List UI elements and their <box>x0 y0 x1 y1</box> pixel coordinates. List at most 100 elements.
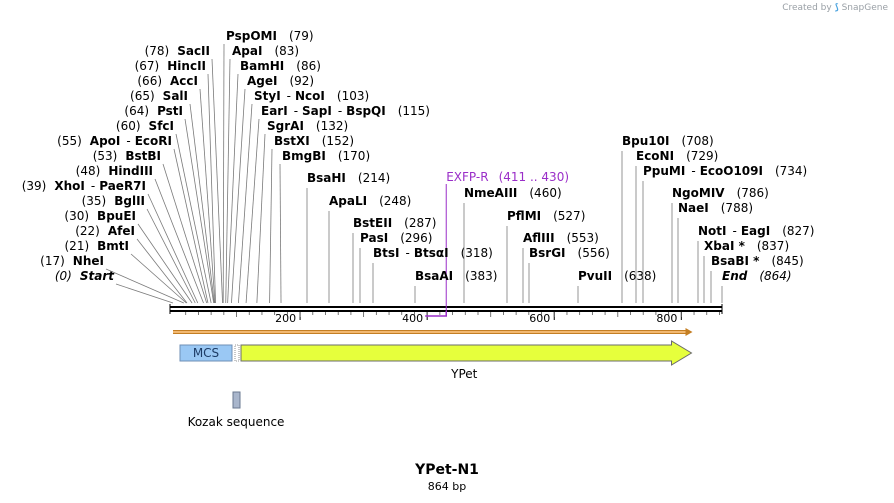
site-position: (827) <box>782 224 814 238</box>
site-label: ApaI (83) <box>232 44 299 58</box>
site-bamhi: BamHI (86) <box>227 59 321 304</box>
site-position: (55) <box>57 134 82 148</box>
site-separator: - <box>294 104 298 118</box>
site-bpuei: (30) BpuEI <box>64 209 193 304</box>
site-position: (53) <box>93 149 118 163</box>
site-econi: EcoNI (729) <box>635 149 718 303</box>
site-enzyme-name-3: BspQI <box>346 104 386 118</box>
site-label: BamHI (86) <box>240 59 321 73</box>
site-separator: - <box>691 164 695 178</box>
site-position: (132) <box>316 119 348 133</box>
site-enzyme-name-2: SapI <box>302 104 332 118</box>
site-position: (287) <box>404 216 436 230</box>
site-enzyme-name: NheI <box>73 254 104 268</box>
site-label: BstEII (287) <box>353 216 436 230</box>
site-enzyme-name: HindIII <box>108 164 153 178</box>
snapgene-brand: Created by ⟆ SnapGene <box>782 3 888 13</box>
site-leader <box>207 73 216 304</box>
feature-ypet-label: YPet <box>450 367 478 381</box>
site-position: (553) <box>567 231 599 245</box>
ruler-ticks: 200 400 600 800 <box>185 312 720 325</box>
site-pflmi: PflMI (527) <box>506 209 585 303</box>
site-leader <box>238 103 253 304</box>
site-enzyme-name-2: BtsαI <box>414 246 449 260</box>
site-position: (296) <box>400 231 432 245</box>
site-agei: AgeI (92) <box>231 74 314 304</box>
site-enzyme-name: BtsI <box>373 246 400 260</box>
site-enzyme-name: BsaAI <box>415 269 453 283</box>
site-ngomiv: NgoMIV (786) <box>671 186 769 303</box>
site-enzyme-name: Start <box>80 269 115 283</box>
site-enzyme-name: Bpu10I <box>622 134 669 148</box>
site-position: (79) <box>289 29 314 43</box>
site-leader <box>222 43 225 304</box>
site-enzyme-name: AccI <box>170 74 198 88</box>
site-label: BsaBI * (845) <box>711 254 804 268</box>
site-enzyme-name-2: NcoI <box>295 89 325 103</box>
site-enzyme-name-2: EcoO109I <box>700 164 763 178</box>
site-enzyme-name: BmgBI <box>282 149 326 163</box>
site-end: End (864) <box>721 269 792 303</box>
site-leader <box>269 148 273 304</box>
feature-kozak <box>232 391 241 409</box>
site-position: (86) <box>296 59 321 73</box>
site-ppumi: PpuMI - EcoO109I (734) <box>642 164 807 303</box>
site-enzyme-name: EcoNI <box>636 149 674 163</box>
site-position: (67) <box>135 59 160 73</box>
feature-ypet-arrow <box>240 340 693 366</box>
site-label: SgrAI (132) <box>267 119 348 133</box>
site-leader <box>184 118 215 304</box>
site-hincii: (67) HincII <box>135 59 216 304</box>
site-leader <box>137 223 193 304</box>
site-apoi: (55) ApoI - EcoRI <box>57 134 209 304</box>
site-enzyme-name: BglII <box>114 194 145 208</box>
site-enzyme-name: PstI <box>157 104 183 118</box>
site-label: EcoNI (729) <box>636 149 718 163</box>
site-position: (556) <box>578 246 610 260</box>
site-label: BsaAI (383) <box>415 269 497 283</box>
site-position: (0) <box>55 269 72 283</box>
site-label: (48) HindIII <box>76 164 153 178</box>
site-position: (22) <box>75 224 100 238</box>
site-enzyme-name: BstBI <box>125 149 161 163</box>
site-apali: ApaLI (248) <box>328 194 411 303</box>
site-enzyme-name: XbaI * <box>704 239 746 253</box>
site-bsrgi: BsrGI (556) <box>528 246 610 303</box>
site-label: NgoMIV (786) <box>672 186 769 200</box>
site-label: PasI (296) <box>360 231 432 245</box>
site-position: (64) <box>124 104 149 118</box>
site-label: PspOMI (79) <box>226 29 314 43</box>
site-label: (66) AccI <box>137 74 198 88</box>
site-enzyme-name: SacII <box>177 44 210 58</box>
site-enzyme-name: ApaLI <box>329 194 367 208</box>
site-leader <box>231 88 246 304</box>
site-leader <box>147 193 199 304</box>
site-enzyme-name: BmtI <box>97 239 129 253</box>
site-label: PvuII (638) <box>578 269 656 283</box>
ruler-tick-label: 400 <box>402 312 423 325</box>
site-naei: NaeI (788) <box>677 201 753 303</box>
site-bglii: (35) BglII <box>82 194 196 304</box>
site-position: (788) <box>721 201 753 215</box>
site-position: (708) <box>681 134 713 148</box>
site-position: (39) <box>22 179 47 193</box>
site-nmeaiii: NmeAIII (460) <box>463 186 562 303</box>
site-position: (152) <box>322 134 354 148</box>
site-position: (48) <box>76 164 101 178</box>
site-leader <box>130 253 187 304</box>
site-enzyme-name: AflIII <box>523 231 555 245</box>
site-label: BsrGI (556) <box>529 246 610 260</box>
site-leader <box>225 58 231 304</box>
site-enzyme-name: XhoI <box>54 179 85 193</box>
restriction-sites: (0) Start (17) NheI(21) BmtI(22) AfeI (30) BpuE… <box>22 29 814 304</box>
site-enzyme-name: BstXI <box>274 134 310 148</box>
primer-exfp-r: EXFP-R (411 .. 430) <box>425 170 569 317</box>
site-position: (383) <box>465 269 497 283</box>
site-position: (30) <box>64 209 89 223</box>
site-enzyme-name: SalI <box>163 89 188 103</box>
site-position: (864) <box>759 269 791 283</box>
primer-range: (411 .. 430) <box>499 170 569 184</box>
site-label: (35) BglII <box>82 194 145 208</box>
site-noti: NotI - EagI (827) <box>697 224 814 303</box>
site-position: (35) <box>82 194 107 208</box>
